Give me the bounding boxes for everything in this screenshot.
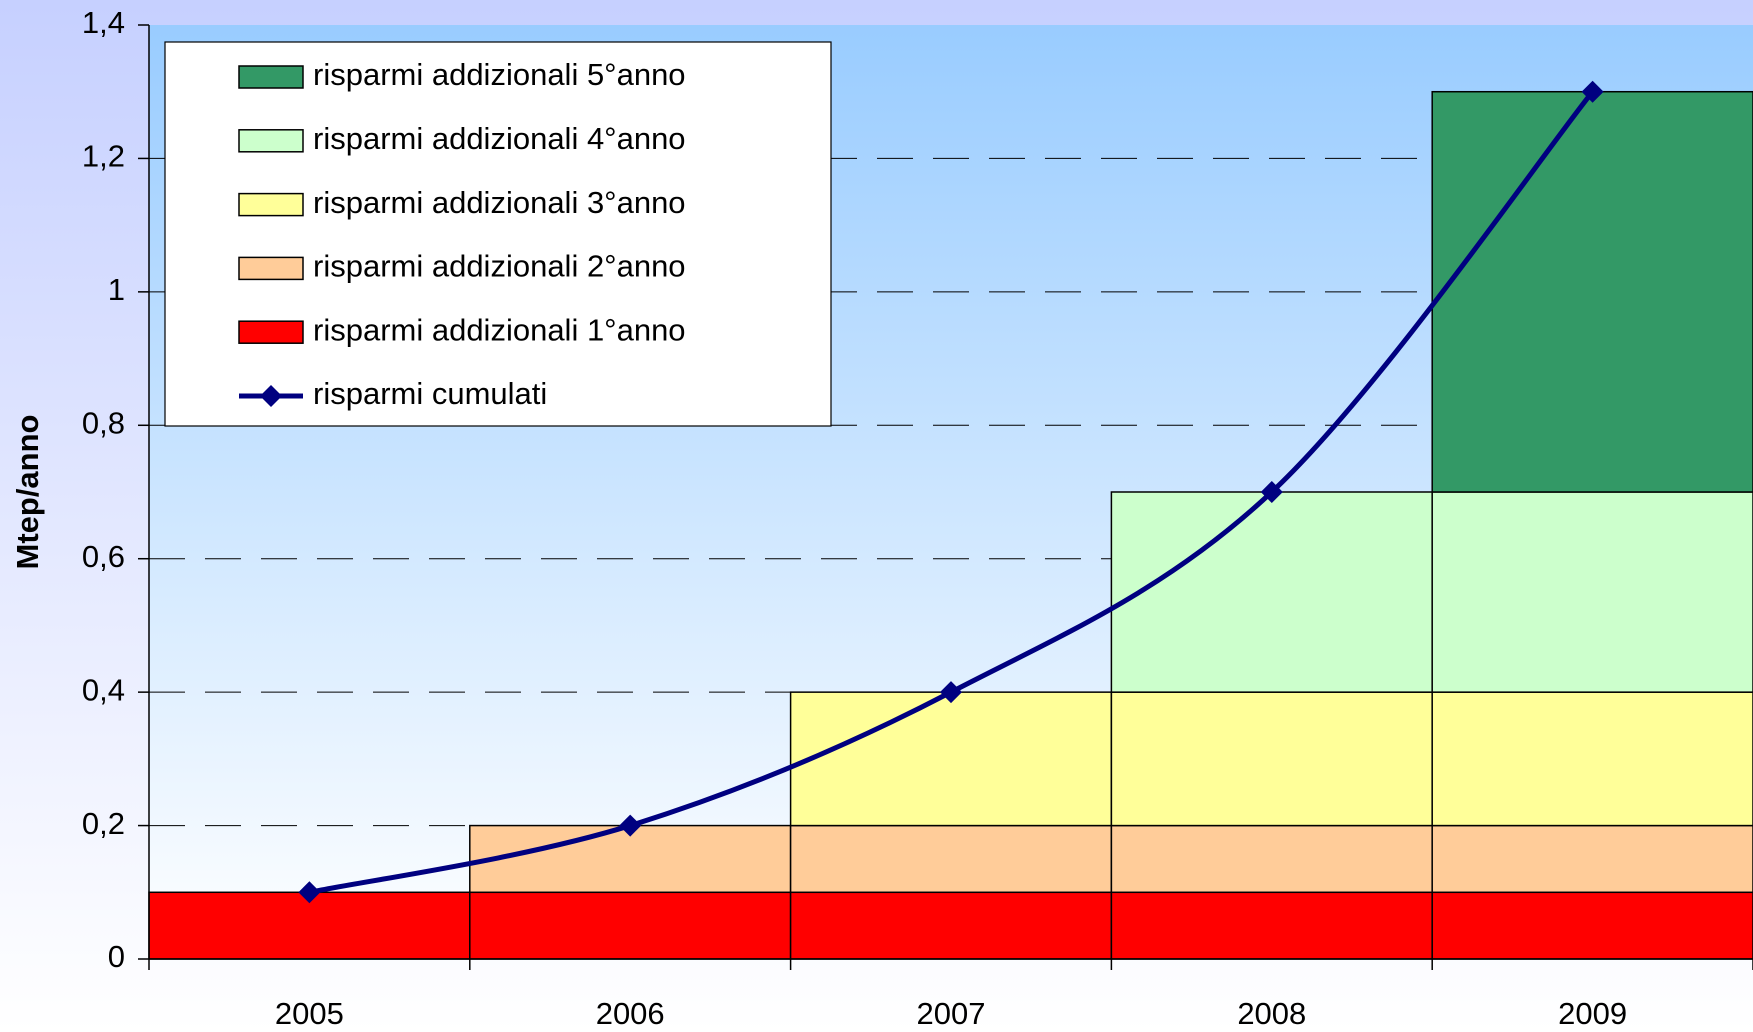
- legend-swatch: [238, 65, 304, 89]
- bar-segment: [789, 691, 1113, 827]
- legend-label: risparmi addizionali 1°anno: [313, 312, 686, 347]
- legend-label: risparmi cumulati: [313, 376, 547, 411]
- y-tick-label: 0,2: [82, 806, 125, 841]
- marker: [298, 881, 321, 904]
- legend-swatch: [238, 320, 304, 344]
- legend-swatch: [238, 129, 304, 153]
- y-tick-label: 0,6: [82, 539, 125, 574]
- x-tick-label: 2007: [917, 996, 986, 1031]
- bar-segment: [1431, 491, 1753, 693]
- bar-segment: [1431, 90, 1753, 493]
- legend-box: [164, 41, 832, 427]
- bar-segment: [1431, 824, 1753, 894]
- legend-label: risparmi addizionali 3°anno: [313, 185, 686, 220]
- bar-segment: [1431, 691, 1753, 827]
- legend-label: risparmi addizionali 5°anno: [313, 57, 686, 92]
- legend-swatch: [238, 256, 304, 281]
- bar-segment: [1110, 691, 1433, 827]
- y-tick-label: 1,4: [82, 5, 125, 40]
- legend-label: risparmi addizionali 4°anno: [313, 121, 686, 156]
- legend-swatch: [238, 192, 304, 217]
- x-tick-label: 2008: [1237, 996, 1306, 1031]
- bar-segment: [789, 891, 1113, 960]
- bar-segment: [789, 824, 1113, 894]
- x-tick-label: 2005: [275, 996, 344, 1031]
- y-axis-title: Mtep/anno: [10, 415, 45, 570]
- y-tick-label: 1,2: [82, 139, 125, 174]
- bar-segment: [1431, 891, 1753, 960]
- legend-label: risparmi addizionali 2°anno: [313, 249, 686, 284]
- y-tick-label: 1: [108, 272, 125, 307]
- x-tick-label: 2009: [1558, 996, 1627, 1031]
- y-tick-label: 0,4: [82, 672, 125, 707]
- y-tick-label: 0: [108, 939, 125, 974]
- y-tick-label: 0,8: [82, 405, 125, 440]
- marker: [1581, 80, 1604, 103]
- bar-segment: [1110, 491, 1433, 693]
- bar-segment: [1110, 891, 1433, 960]
- line: [308, 90, 1595, 895]
- marker: [940, 681, 962, 704]
- bar-segment: [469, 824, 792, 894]
- bar-segment: [469, 891, 792, 960]
- marker: [1260, 481, 1283, 503]
- x-tick-label: 2006: [596, 996, 665, 1031]
- legend-marker: [260, 385, 282, 407]
- marker: [619, 814, 642, 837]
- bar-segment: [1110, 824, 1433, 894]
